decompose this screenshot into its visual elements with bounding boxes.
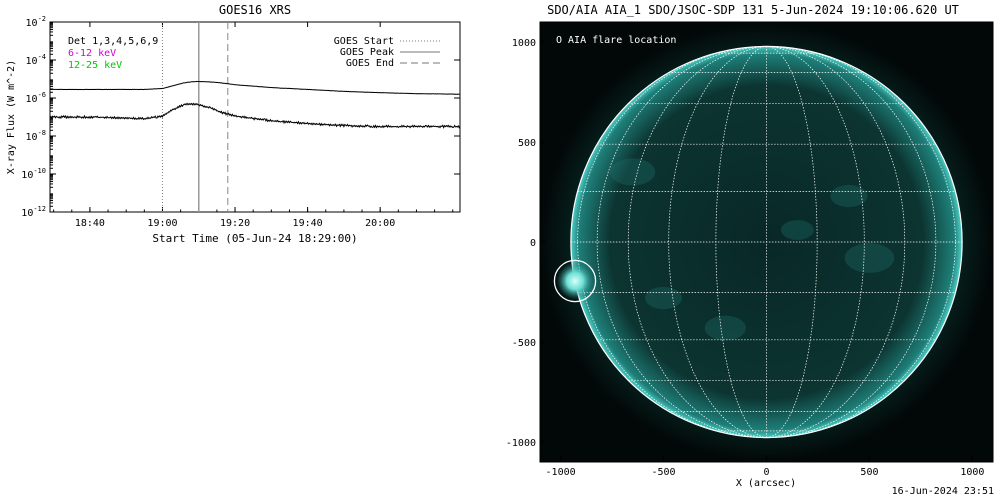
longitude-line xyxy=(766,46,906,438)
goes-y-tick-label: 10-8 xyxy=(26,129,46,143)
goes-x-tick-label: 19:20 xyxy=(220,218,250,229)
active-region xyxy=(780,220,814,240)
aia-x-tick-label: 500 xyxy=(860,467,878,478)
longitude-line xyxy=(668,46,767,438)
goes-y-axis-label: X-ray Flux (W m^-2) xyxy=(6,60,17,174)
goes-chart-title: GOES16 XRS xyxy=(219,3,291,17)
goes-xrs-svg: GOES16 XRS 18:40 19:00 19:20 19:40 20:00 10-… xyxy=(6,3,461,245)
goes-y-tick-label: 10-2 xyxy=(26,15,46,29)
longitude-line xyxy=(715,46,767,438)
legend-goes-end: GOES End xyxy=(346,58,394,69)
goes-x-tick-label: 18:40 xyxy=(75,218,105,229)
aia-y-ticks: -1000 -500 0 500 1000 xyxy=(506,38,546,449)
active-region xyxy=(610,158,656,186)
legend-goes-peak: GOES Peak xyxy=(340,47,394,58)
longitude-line xyxy=(627,46,767,438)
longitude-line xyxy=(766,46,937,438)
aia-x-tick-label: 0 xyxy=(763,467,769,478)
longitude-line xyxy=(766,46,956,438)
aia-chart-title: SDO/AIA AIA_1 SDO/JSOC-SDP 131 5-Jun-202… xyxy=(547,3,959,17)
aia-image-chart: SDO/AIA AIA_1 SDO/JSOC-SDP 131 5-Jun-202… xyxy=(490,0,1000,500)
goes-detector-label: Det 1,3,4,5,6,9 xyxy=(68,36,158,47)
goes-y-ticks: 10-12 10-10 10-8 10-6 10-4 10-2 xyxy=(21,15,460,219)
aia-x-tick-label: -500 xyxy=(651,467,675,478)
aia-y-tick-label: 500 xyxy=(518,138,536,149)
goes-x-tick-label: 19:00 xyxy=(147,218,177,229)
goes-legend-12-25kev: 12-25 keV xyxy=(68,60,122,71)
goes-legend-markers: GOES Start GOES Peak GOES End xyxy=(334,36,440,69)
aia-y-tick-label: -500 xyxy=(512,338,536,349)
legend-goes-start: GOES Start xyxy=(334,36,394,47)
goes-y-tick-label: 10-12 xyxy=(21,205,46,219)
flare-brightening xyxy=(556,262,594,300)
solar-limb xyxy=(570,45,963,439)
goes-y-tick-label: 10-6 xyxy=(26,91,46,105)
goes-x-tick-label: 19:40 xyxy=(293,218,323,229)
active-region xyxy=(844,243,895,273)
goes-series-line xyxy=(49,80,460,95)
goes-xrs-chart: GOES16 XRS 18:40 19:00 19:20 19:40 20:00 10-… xyxy=(0,0,470,270)
longitude-line xyxy=(596,46,767,438)
aia-x-tick-label: -1000 xyxy=(546,467,576,478)
longitude-line xyxy=(577,46,767,438)
flare-location-circle xyxy=(553,259,597,303)
goes-x-axis-label: Start Time (05-Jun-24 18:29:00) xyxy=(152,232,357,245)
heliographic-grid xyxy=(570,46,963,438)
goes-legend-6-12kev: 6-12 keV xyxy=(68,48,116,59)
goes-y-tick-label: 10-4 xyxy=(26,53,46,67)
footer-timestamp: 16-Jun-2024 23:51 xyxy=(891,486,994,497)
aia-image-svg: SDO/AIA AIA_1 SDO/JSOC-SDP 131 5-Jun-202… xyxy=(506,3,994,489)
goes-y-tick-label: 10-10 xyxy=(21,167,46,181)
aia-flare-legend: O AIA flare location xyxy=(556,35,676,46)
aia-x-ticks: -1000 -500 0 500 1000 xyxy=(546,456,984,478)
active-regions xyxy=(610,158,895,341)
goes-series-lines xyxy=(49,80,461,129)
active-region xyxy=(645,286,683,310)
aia-y-tick-label: -1000 xyxy=(506,438,536,449)
goes-event-markers xyxy=(161,22,229,212)
goes-series-line xyxy=(49,102,461,129)
aia-x-axis-label: X (arcsec) xyxy=(736,478,796,489)
longitude-line xyxy=(766,46,818,438)
goes-x-tick-label: 20:00 xyxy=(365,218,395,229)
active-region xyxy=(704,315,746,341)
goes-x-ticks: 18:40 19:00 19:20 19:40 20:00 xyxy=(53,22,454,229)
aia-x-tick-label: 1000 xyxy=(960,467,984,478)
aia-y-tick-label: 0 xyxy=(530,238,536,249)
aia-y-tick-label: 1000 xyxy=(512,38,536,49)
longitude-line xyxy=(766,46,865,438)
active-region xyxy=(830,184,868,208)
aia-image-content xyxy=(540,22,993,462)
